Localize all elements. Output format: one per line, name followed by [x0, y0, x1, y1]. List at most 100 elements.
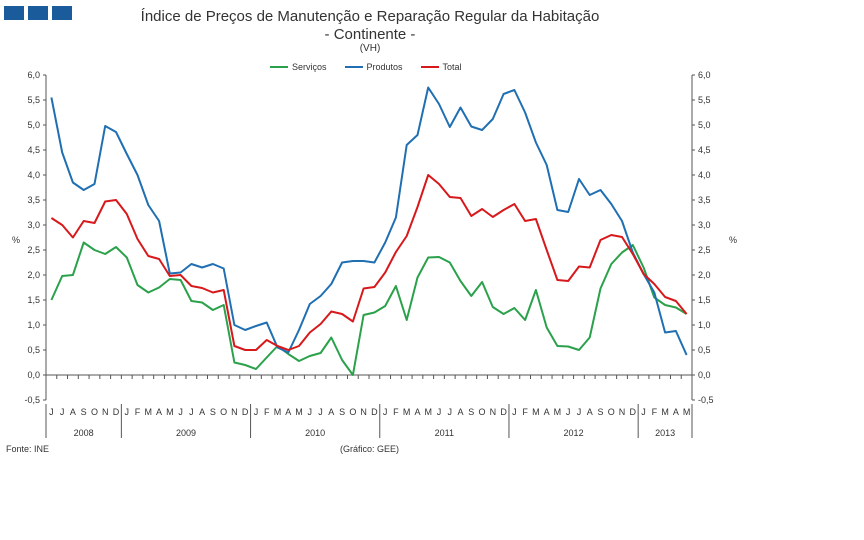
y-tick-label-right: 4,5: [698, 145, 711, 155]
month-tick-label: S: [597, 407, 603, 417]
month-tick-label: O: [349, 407, 356, 417]
month-tick-label: J: [60, 407, 65, 417]
y-tick-label-left: 2,0: [27, 270, 40, 280]
month-tick-label: J: [448, 407, 453, 417]
month-tick-label: S: [210, 407, 216, 417]
month-tick-label: D: [500, 407, 507, 417]
legend-swatch: [270, 66, 288, 68]
source-note: Fonte: INE: [6, 444, 50, 454]
legend-swatch: [420, 66, 439, 68]
y-tick-label-left: 4,5: [27, 145, 40, 155]
month-tick-label: S: [339, 407, 345, 417]
legend: Serviços Produtos Total: [270, 62, 462, 72]
month-tick-label: N: [102, 407, 109, 417]
y-tick-label-right: 5,5: [698, 95, 711, 105]
axes: -0,5 -0,5 0,0 0,0 0,5 0,5 1,0 1,0 1,5 1,5 2,0 2,0 2,…: [24, 70, 714, 438]
month-tick-label: M: [166, 407, 174, 417]
month-tick-label: J: [189, 407, 194, 417]
y-tick-label-right: 6,0: [698, 70, 711, 80]
month-tick-label: A: [70, 407, 76, 417]
y-tick-label-right: 3,5: [698, 195, 711, 205]
month-tick-label: A: [285, 407, 291, 417]
month-tick-label: F: [652, 407, 658, 417]
year-label: 2008: [74, 428, 94, 438]
month-tick-label: F: [135, 407, 141, 417]
month-tick-label: N: [619, 407, 626, 417]
month-tick-label: M: [295, 407, 303, 417]
month-tick-label: M: [661, 407, 669, 417]
month-tick-label: S: [468, 407, 474, 417]
month-tick-label: A: [673, 407, 679, 417]
legend-swatch: [344, 66, 363, 68]
year-label: 2011: [435, 428, 454, 438]
y-tick-label-left: 2,5: [27, 245, 40, 255]
chart-unit: (VH): [359, 43, 381, 54]
month-tick-label: J: [383, 407, 388, 417]
year-label: 2010: [305, 428, 325, 438]
legend-item-total: Total: [420, 62, 462, 72]
y-tick-label-right: 3,0: [698, 220, 711, 230]
month-tick-label: O: [608, 407, 615, 417]
series-line-total: [50, 174, 688, 351]
month-tick-label: A: [414, 407, 420, 417]
month-tick-label: D: [371, 407, 378, 417]
month-tick-label: J: [318, 407, 323, 417]
month-tick-label: M: [554, 407, 562, 417]
y-tick-label-right: 2,0: [698, 270, 711, 280]
chart-subtitle: - Continente -: [324, 26, 416, 43]
month-tick-label: N: [490, 407, 497, 417]
y-tick-label-right: 2,5: [698, 245, 711, 255]
series-layer: [50, 86, 688, 376]
month-tick-label: J: [437, 407, 442, 417]
logo: [4, 6, 72, 20]
month-tick-label: J: [566, 407, 571, 417]
month-tick-label: J: [641, 407, 646, 417]
month-tick-label: J: [577, 407, 582, 417]
month-tick-label: A: [544, 407, 550, 417]
month-tick-label: N: [360, 407, 367, 417]
month-tick-label: D: [242, 407, 249, 417]
month-tick-label: F: [393, 407, 399, 417]
y-tick-label-left: 6,0: [27, 70, 40, 80]
y-tick-label-right: 0,0: [698, 370, 711, 380]
series-line-produtos: [50, 86, 688, 356]
legend-item-servicos: Serviços: [270, 62, 327, 72]
legend-label: Total: [442, 62, 462, 72]
month-tick-label: O: [220, 407, 227, 417]
month-tick-label: D: [113, 407, 120, 417]
month-tick-label: O: [479, 407, 486, 417]
legend-label: Serviços: [292, 62, 327, 72]
month-tick-label: A: [199, 407, 205, 417]
month-tick-label: N: [231, 407, 238, 417]
y-tick-label-left: 1,5: [27, 295, 40, 305]
month-tick-label: J: [308, 407, 313, 417]
month-tick-label: M: [145, 407, 153, 417]
y-tick-label-right: 1,5: [698, 295, 711, 305]
month-tick-label: D: [630, 407, 637, 417]
chart-credit: (Gráfico: GEE): [340, 444, 400, 454]
year-label: 2012: [564, 428, 584, 438]
y-tick-label-left: 5,0: [27, 120, 40, 130]
month-tick-label: J: [49, 407, 54, 417]
y-tick-label-left: 0,0: [27, 370, 40, 380]
month-tick-label: S: [81, 407, 87, 417]
y-tick-label-right: 0,5: [698, 345, 711, 355]
y-tick-label-left: 3,5: [27, 195, 40, 205]
y-tick-label-right: -0,5: [698, 395, 714, 405]
year-label: 2009: [176, 428, 196, 438]
legend-item-produtos: Produtos: [344, 62, 403, 72]
series-line-servicos: [50, 241, 688, 376]
y-tick-label-right: 1,0: [698, 320, 711, 330]
chart-title: Índice de Preços de Manutenção e Reparaç…: [140, 8, 600, 25]
month-tick-label: M: [532, 407, 540, 417]
y-axis-label-right: %: [729, 235, 737, 245]
month-tick-label: F: [522, 407, 528, 417]
month-tick-label: A: [587, 407, 593, 417]
y-tick-label-left: 3,0: [27, 220, 40, 230]
month-tick-label: A: [156, 407, 162, 417]
legend-label: Produtos: [366, 62, 403, 72]
month-tick-label: J: [512, 407, 517, 417]
month-tick-label: J: [125, 407, 130, 417]
month-tick-label: A: [328, 407, 334, 417]
month-tick-label: A: [458, 407, 464, 417]
